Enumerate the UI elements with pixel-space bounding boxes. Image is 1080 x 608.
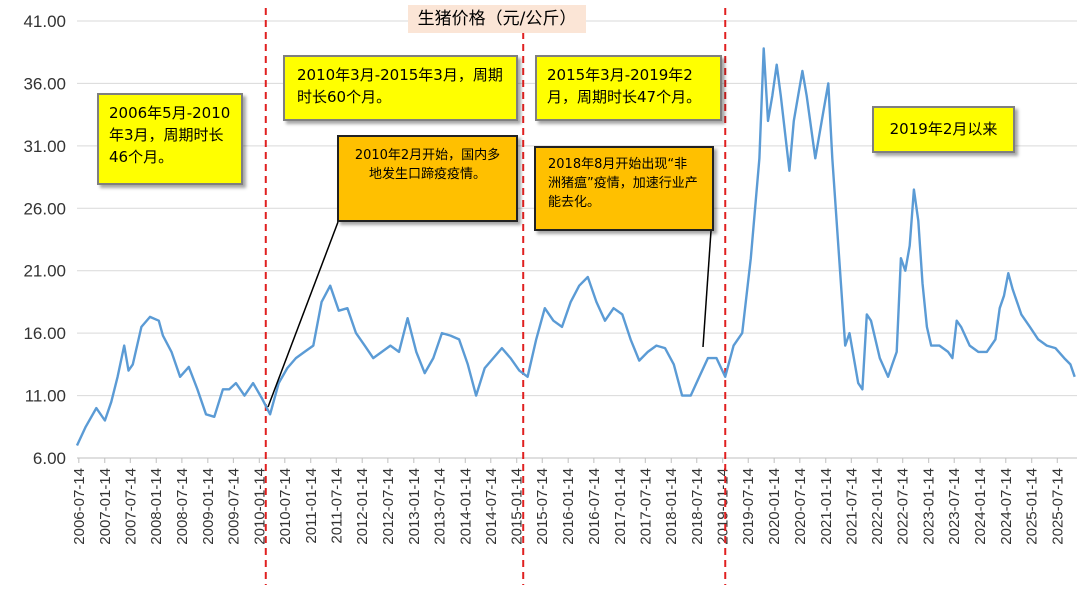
x-tick-label: 2009-01-14 — [200, 468, 217, 545]
x-tick-label: 2017-07-14 — [637, 468, 654, 545]
chart-title: 生猪价格（元/公斤） — [408, 5, 586, 33]
x-tick-label: 2023-07-14 — [946, 468, 963, 545]
x-tick-label: 2007-07-14 — [122, 468, 139, 545]
annotation-cycle-2: 2010年3月-2015年3月，周期时长60个月。 — [283, 55, 518, 121]
price-line — [75, 47, 1076, 447]
x-tick-label: 2017-01-14 — [612, 468, 629, 545]
annotation-fmd-outbreak: 2010年2月开始，国内多地发生口蹄疫疫情。 — [337, 135, 518, 222]
x-tick-label: 2012-07-14 — [380, 468, 397, 545]
x-tick-label: 2023-01-14 — [921, 468, 938, 545]
x-tick-label: 2019-01-14 — [715, 468, 732, 545]
x-tick-label: 2024-01-14 — [972, 468, 989, 545]
x-tick-label: 2014-07-14 — [483, 468, 500, 545]
x-tick-label: 2006-07-14 — [71, 468, 88, 545]
x-tick-label: 2007-01-14 — [97, 468, 114, 545]
annotation-cycle-4: 2019年2月以来 — [872, 106, 1015, 153]
annotation-cycle-3: 2015年3月-2019年2月，周期时长47个月。 — [535, 55, 722, 121]
y-tick-label: 36.00 — [23, 74, 66, 93]
x-tick-label: 2025-01-14 — [1024, 468, 1041, 545]
x-tick-label: 2015-07-14 — [534, 468, 551, 545]
y-tick-label: 16.00 — [23, 324, 66, 343]
x-tick-label: 2016-07-14 — [586, 468, 603, 545]
x-tick-label: 2013-01-14 — [406, 468, 423, 545]
y-tick-label: 31.00 — [23, 137, 66, 156]
x-axis: 2006-07-14 2007-01-14 2007-07-14 2008-01-14… — [71, 457, 1077, 545]
x-tick-label: 2016-01-14 — [560, 468, 577, 545]
callout-leader-fmd — [267, 221, 339, 408]
x-tick-label: 2015-01-14 — [509, 468, 526, 545]
x-tick-label: 2019-07-14 — [740, 468, 757, 545]
y-tick-label: 11.00 — [25, 387, 66, 406]
x-tick-label: 2018-01-14 — [663, 468, 680, 545]
x-tick-label: 2010-01-14 — [251, 468, 268, 545]
x-tick-label: 2021-07-14 — [843, 468, 860, 545]
cycle-dividers — [264, 8, 727, 585]
x-tick-label: 2011-07-14 — [328, 468, 345, 544]
x-tick-label: 2024-07-14 — [998, 468, 1015, 545]
callout-leaders — [267, 221, 712, 408]
x-tick-label: 2020-07-14 — [792, 468, 809, 545]
callout-leader-asf — [702, 230, 712, 348]
y-tick-label: 41.00 — [23, 12, 66, 31]
x-tick-label: 2022-01-14 — [869, 468, 886, 545]
y-tick-label: 26.00 — [23, 199, 66, 218]
x-tick-label: 2009-07-14 — [225, 468, 242, 545]
x-tick-label: 2010-07-14 — [277, 468, 294, 545]
x-tick-label: 2014-01-14 — [457, 468, 474, 545]
annotation-asf-outbreak: 2018年8月开始出现“非洲猪瘟”疫情，加速行业产能去化。 — [534, 146, 714, 231]
y-tick-label: 21.00 — [23, 262, 66, 281]
y-tick-label: 6.00 — [33, 449, 66, 468]
x-tick-label: 2020-01-14 — [766, 468, 783, 545]
x-tick-label: 2008-01-14 — [148, 468, 165, 545]
x-tick-label: 2025-07-14 — [1049, 468, 1066, 545]
x-tick-label: 2011-01-14 — [303, 468, 320, 544]
x-tick-label: 2013-07-14 — [431, 468, 448, 545]
x-tick-label: 2018-07-14 — [689, 468, 706, 545]
x-tick-label: 2012-01-14 — [354, 468, 371, 545]
y-axis: 6.00 11.00 16.00 21.00 26.00 31.00 36.00 41.00 — [23, 12, 66, 468]
annotation-cycle-1: 2006年5月-2010年3月，周期时长46个月。 — [97, 93, 243, 185]
x-tick-label: 2008-07-14 — [174, 468, 191, 545]
x-tick-label: 2022-07-14 — [895, 468, 912, 545]
series-layer — [75, 47, 1076, 447]
x-tick-label: 2021-01-14 — [818, 468, 835, 545]
